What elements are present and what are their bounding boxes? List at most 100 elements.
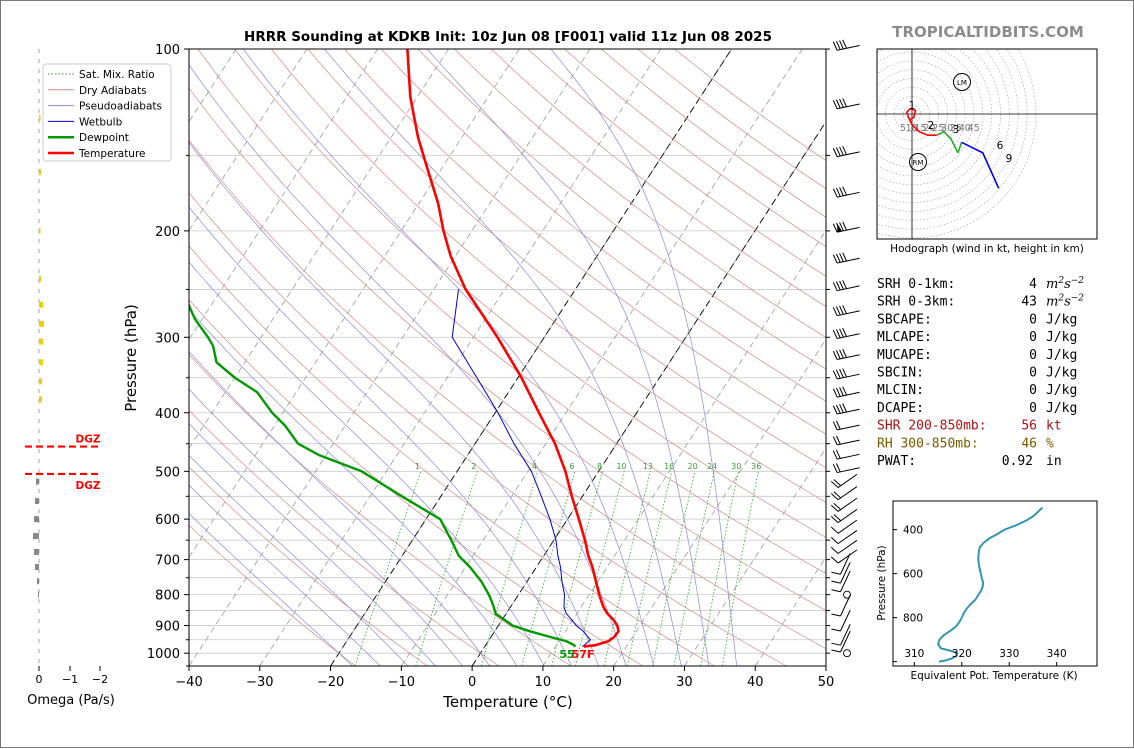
hodograph-height-label: 9	[1006, 153, 1013, 165]
wind-barb-flag	[833, 100, 837, 109]
thetae-ylabel: Pressure (hPa)	[876, 545, 888, 620]
stat-value: 0	[1029, 330, 1037, 345]
wind-barb-flag	[840, 40, 844, 49]
moist-adiabat	[125, 49, 599, 666]
omega-bar	[39, 169, 41, 175]
stat-value: 43	[1021, 295, 1037, 310]
omega-bar	[33, 533, 39, 539]
y-tick-label: 1000	[147, 647, 180, 662]
wind-barb-flag	[836, 370, 840, 379]
wind-barb-flag	[831, 546, 838, 555]
wind-barb-flag	[840, 404, 844, 413]
moist-adiabat	[551, 49, 737, 666]
omega-tick-label: −2	[92, 673, 108, 686]
mixing-ratio-line	[701, 471, 739, 666]
x-tick-label: 0	[468, 675, 476, 690]
dry-adiabat	[418, 49, 1134, 666]
x-tick-label: 10	[535, 675, 552, 690]
mixing-ratio-label: 20	[687, 462, 697, 471]
stat-unit: m2s−2	[1046, 294, 1084, 310]
dry-adiabat	[271, 49, 1134, 666]
legend-label: Temperature	[78, 148, 146, 160]
wind-barb-flag	[840, 328, 844, 337]
omega-tick-label: 0	[36, 673, 43, 686]
thetae-xlabel: Equivalent Pot. Temperature (K)	[910, 670, 1077, 682]
wind-barb-staff	[840, 571, 850, 592]
wind-barb-flag	[840, 147, 844, 156]
stat-label: MLCIN:	[877, 383, 924, 398]
thetae-x-tick-label: 330	[999, 648, 1019, 660]
omega-bar	[39, 359, 43, 365]
wind-barbs	[831, 37, 859, 657]
storm-motion-label: LM	[957, 79, 967, 87]
wind-barb-flag	[840, 281, 844, 290]
omega-bar	[35, 564, 39, 570]
wind-barb-staff	[837, 152, 859, 157]
stat-value: 4	[1029, 277, 1037, 292]
wind-barb-flag	[836, 306, 840, 315]
stat-value: 46	[1021, 436, 1037, 451]
wind-barb-staff	[838, 498, 857, 511]
mixing-ratio-label: 13	[643, 462, 653, 471]
wind-barb-flag	[831, 648, 840, 654]
mixing-ratio-label: 24	[707, 462, 717, 471]
wind-barb-flag	[840, 387, 844, 396]
wind-barb-staff	[838, 509, 857, 522]
wind-barb-flag	[840, 369, 844, 378]
stat-row: RH 300-850mb:46%	[877, 436, 1054, 451]
wind-barb-flag	[831, 641, 840, 647]
wind-barb-flag	[843, 349, 847, 358]
wind-barb-flag	[843, 221, 847, 230]
x-tick-label: 20	[605, 675, 622, 690]
storm-motion-label: RM	[913, 159, 924, 167]
x-tick-label: −10	[388, 675, 415, 690]
thetae-x-tick-label: 320	[952, 648, 972, 660]
wind-barb-staff	[837, 425, 859, 430]
surface-labels: 55 57F	[559, 648, 594, 661]
omega-bar	[34, 516, 39, 522]
wind-barb	[833, 302, 859, 316]
dgz-label: DGZ	[76, 480, 101, 492]
wind-barb-flag	[833, 282, 837, 291]
wind-barb-flag	[843, 328, 847, 337]
skewt-ylabel: Pressure (hPa)	[122, 304, 140, 412]
mixing-ratio-label: 8	[597, 462, 602, 471]
mixing-ratio-label: 30	[731, 462, 741, 471]
thetae-y-tick-label: 800	[903, 613, 923, 625]
wind-barb	[833, 325, 859, 339]
wind-barb	[833, 95, 859, 109]
wind-barb	[833, 459, 859, 473]
omega-bar	[39, 378, 42, 384]
wind-barb-flag	[840, 349, 844, 358]
legend-label: Dry Adiabats	[79, 85, 147, 97]
moist-adiabat	[427, 49, 709, 666]
wind-barb-flag	[836, 41, 840, 50]
wind-barb-staff	[837, 311, 859, 316]
wind-barb-flag	[834, 491, 841, 500]
wind-barb	[831, 606, 850, 632]
wind-barb	[833, 446, 859, 460]
stat-unit: in	[1046, 454, 1062, 469]
wind-barb-flag	[843, 98, 847, 107]
stat-unit: J/kg	[1046, 401, 1077, 416]
y-tick-label: 600	[155, 513, 180, 528]
wind-barb-flag	[833, 351, 837, 360]
stat-unit: J/kg	[1046, 383, 1077, 398]
wind-barb-staff	[837, 286, 859, 291]
wind-barb-flag	[836, 435, 840, 444]
wind-barb-flag	[836, 405, 840, 414]
thetae-line	[938, 508, 1042, 662]
wind-barb-staff	[837, 468, 859, 473]
wind-barb-flag	[831, 480, 838, 489]
wind-barb-flag	[843, 368, 847, 377]
stat-value: 0	[1029, 366, 1037, 381]
y-tick-label: 300	[155, 331, 180, 346]
